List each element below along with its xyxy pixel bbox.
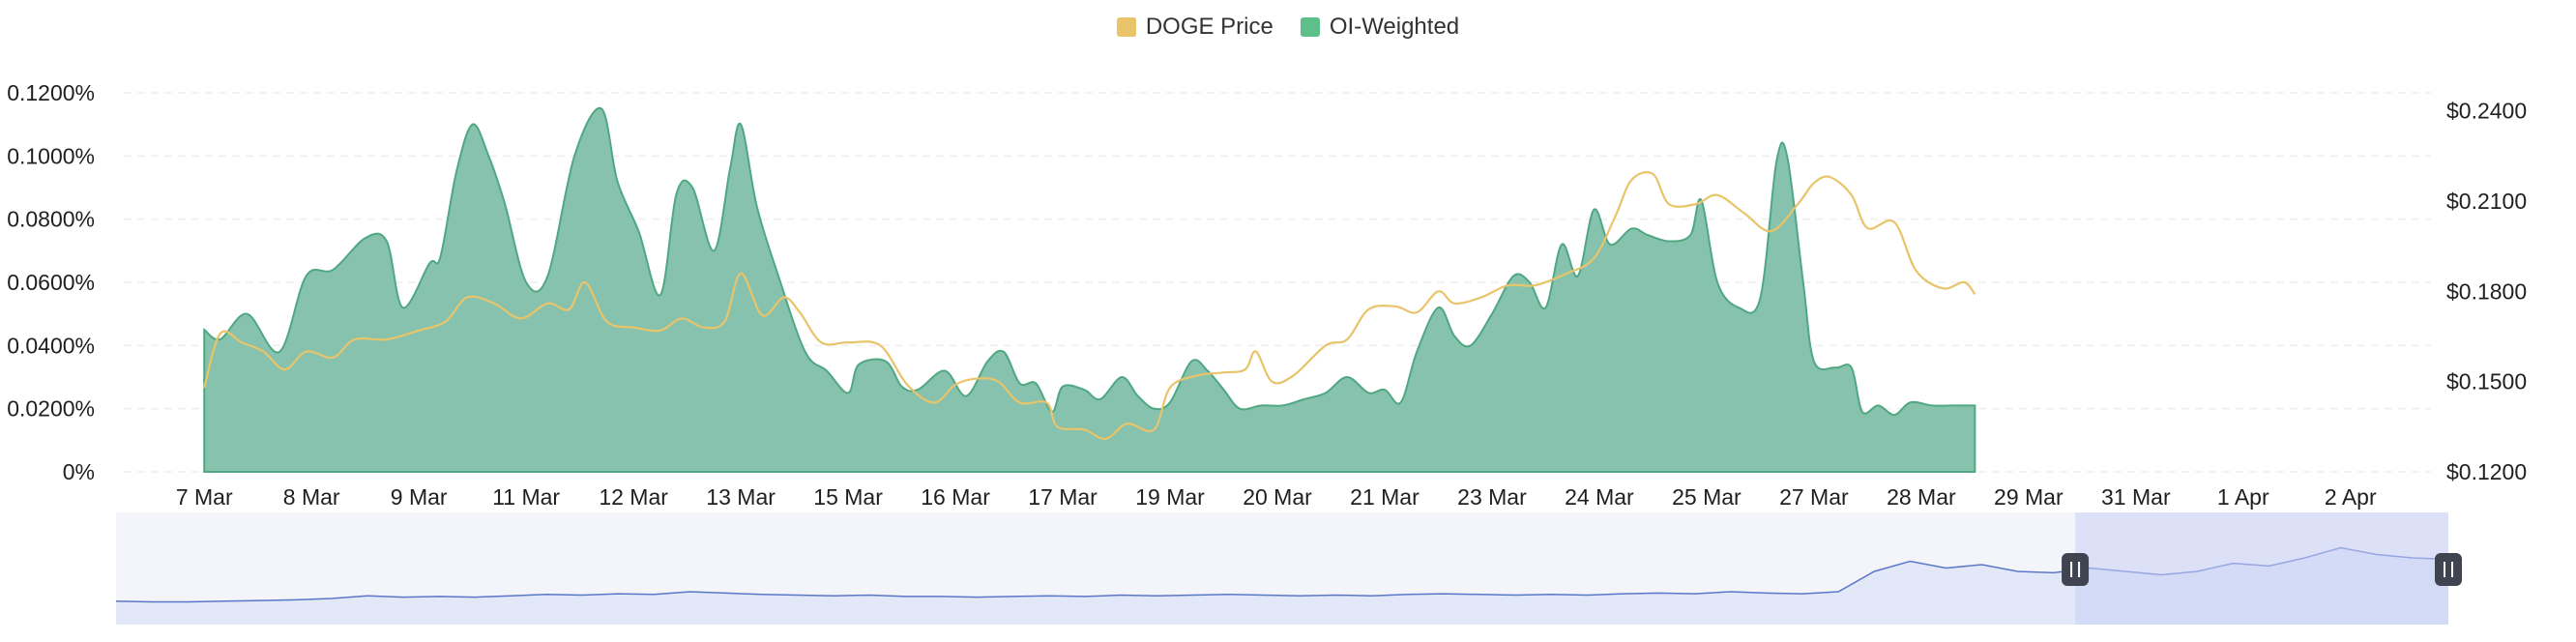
chart-legend: DOGE Price OI-Weighted xyxy=(0,14,2576,41)
x-tick-label: 23 Mar xyxy=(1457,484,1527,510)
navigator-right-handle[interactable] xyxy=(2435,553,2462,586)
x-tick-label: 31 Mar xyxy=(2101,484,2171,510)
x-tick-label: 28 Mar xyxy=(1887,484,1956,510)
series-oi-weighted xyxy=(203,106,1976,473)
oi-weighted-area xyxy=(203,106,1976,473)
x-tick-label: 12 Mar xyxy=(599,484,668,510)
x-tick-label: 9 Mar xyxy=(391,484,448,510)
y-right-tick-label: $0.1200 xyxy=(2446,459,2527,484)
y-right-tick-label: $0.2100 xyxy=(2446,189,2527,214)
x-tick-label: 11 Mar xyxy=(492,484,560,510)
y-left-tick-label: 0.1200% xyxy=(7,80,95,105)
navigator-line xyxy=(115,546,2449,603)
x-tick-label: 25 Mar xyxy=(1672,484,1742,510)
x-tick-label: 7 Mar xyxy=(176,484,233,510)
legend-item-doge-price[interactable]: DOGE Price xyxy=(1116,14,1273,41)
x-tick-label: 27 Mar xyxy=(1779,484,1849,510)
y-right-tick-label: $0.1800 xyxy=(2446,278,2527,304)
x-tick-label: 17 Mar xyxy=(1028,484,1098,510)
y-left-tick-label: 0.0600% xyxy=(7,270,95,295)
navigator-selection[interactable] xyxy=(2075,512,2448,625)
x-tick-label: 8 Mar xyxy=(283,484,340,510)
y-left-tick-label: 0.1000% xyxy=(7,143,95,168)
doge-price-line xyxy=(203,171,1976,440)
y-left-tick-label: 0% xyxy=(63,459,95,484)
range-navigator[interactable] xyxy=(115,512,2462,625)
x-tick-label: 13 Mar xyxy=(706,484,776,510)
y-left-tick-label: 0.0400% xyxy=(7,333,95,358)
x-tick-label: 1 Apr xyxy=(2217,484,2269,510)
legend-item-oi-weighted[interactable]: OI-Weighted xyxy=(1300,14,1460,41)
navigator-area xyxy=(116,547,2448,625)
legend-swatch-doge-price xyxy=(1116,17,1136,37)
legend-label-doge-price: DOGE Price xyxy=(1145,14,1273,40)
x-tick-label: 19 Mar xyxy=(1135,484,1205,510)
x-tick-label: 20 Mar xyxy=(1243,484,1312,510)
y-left-tick-label: 0.0200% xyxy=(7,396,95,422)
x-tick-label: 21 Mar xyxy=(1350,484,1420,510)
x-tick-label: 24 Mar xyxy=(1565,484,1634,510)
x-tick-label: 29 Mar xyxy=(1994,484,2064,510)
x-tick-label: 15 Mar xyxy=(813,484,883,510)
x-tick-label: 16 Mar xyxy=(921,484,990,510)
axis-labels: 0% 0.0200% 0.0400% 0.0600% 0.0800% 0.1000% 0.1… xyxy=(7,80,2527,510)
y-left-tick-label: 0.0800% xyxy=(7,207,95,232)
y-right-tick-label: $0.1500 xyxy=(2446,369,2527,394)
y-right-tick-label: $0.2400 xyxy=(2446,99,2527,124)
legend-swatch-oi-weighted xyxy=(1300,17,1320,37)
x-tick-label: 2 Apr xyxy=(2325,484,2377,510)
legend-label-oi-weighted: OI-Weighted xyxy=(1329,14,1460,40)
series-doge-price xyxy=(203,171,1976,440)
navigator-left-handle[interactable] xyxy=(2062,553,2090,586)
